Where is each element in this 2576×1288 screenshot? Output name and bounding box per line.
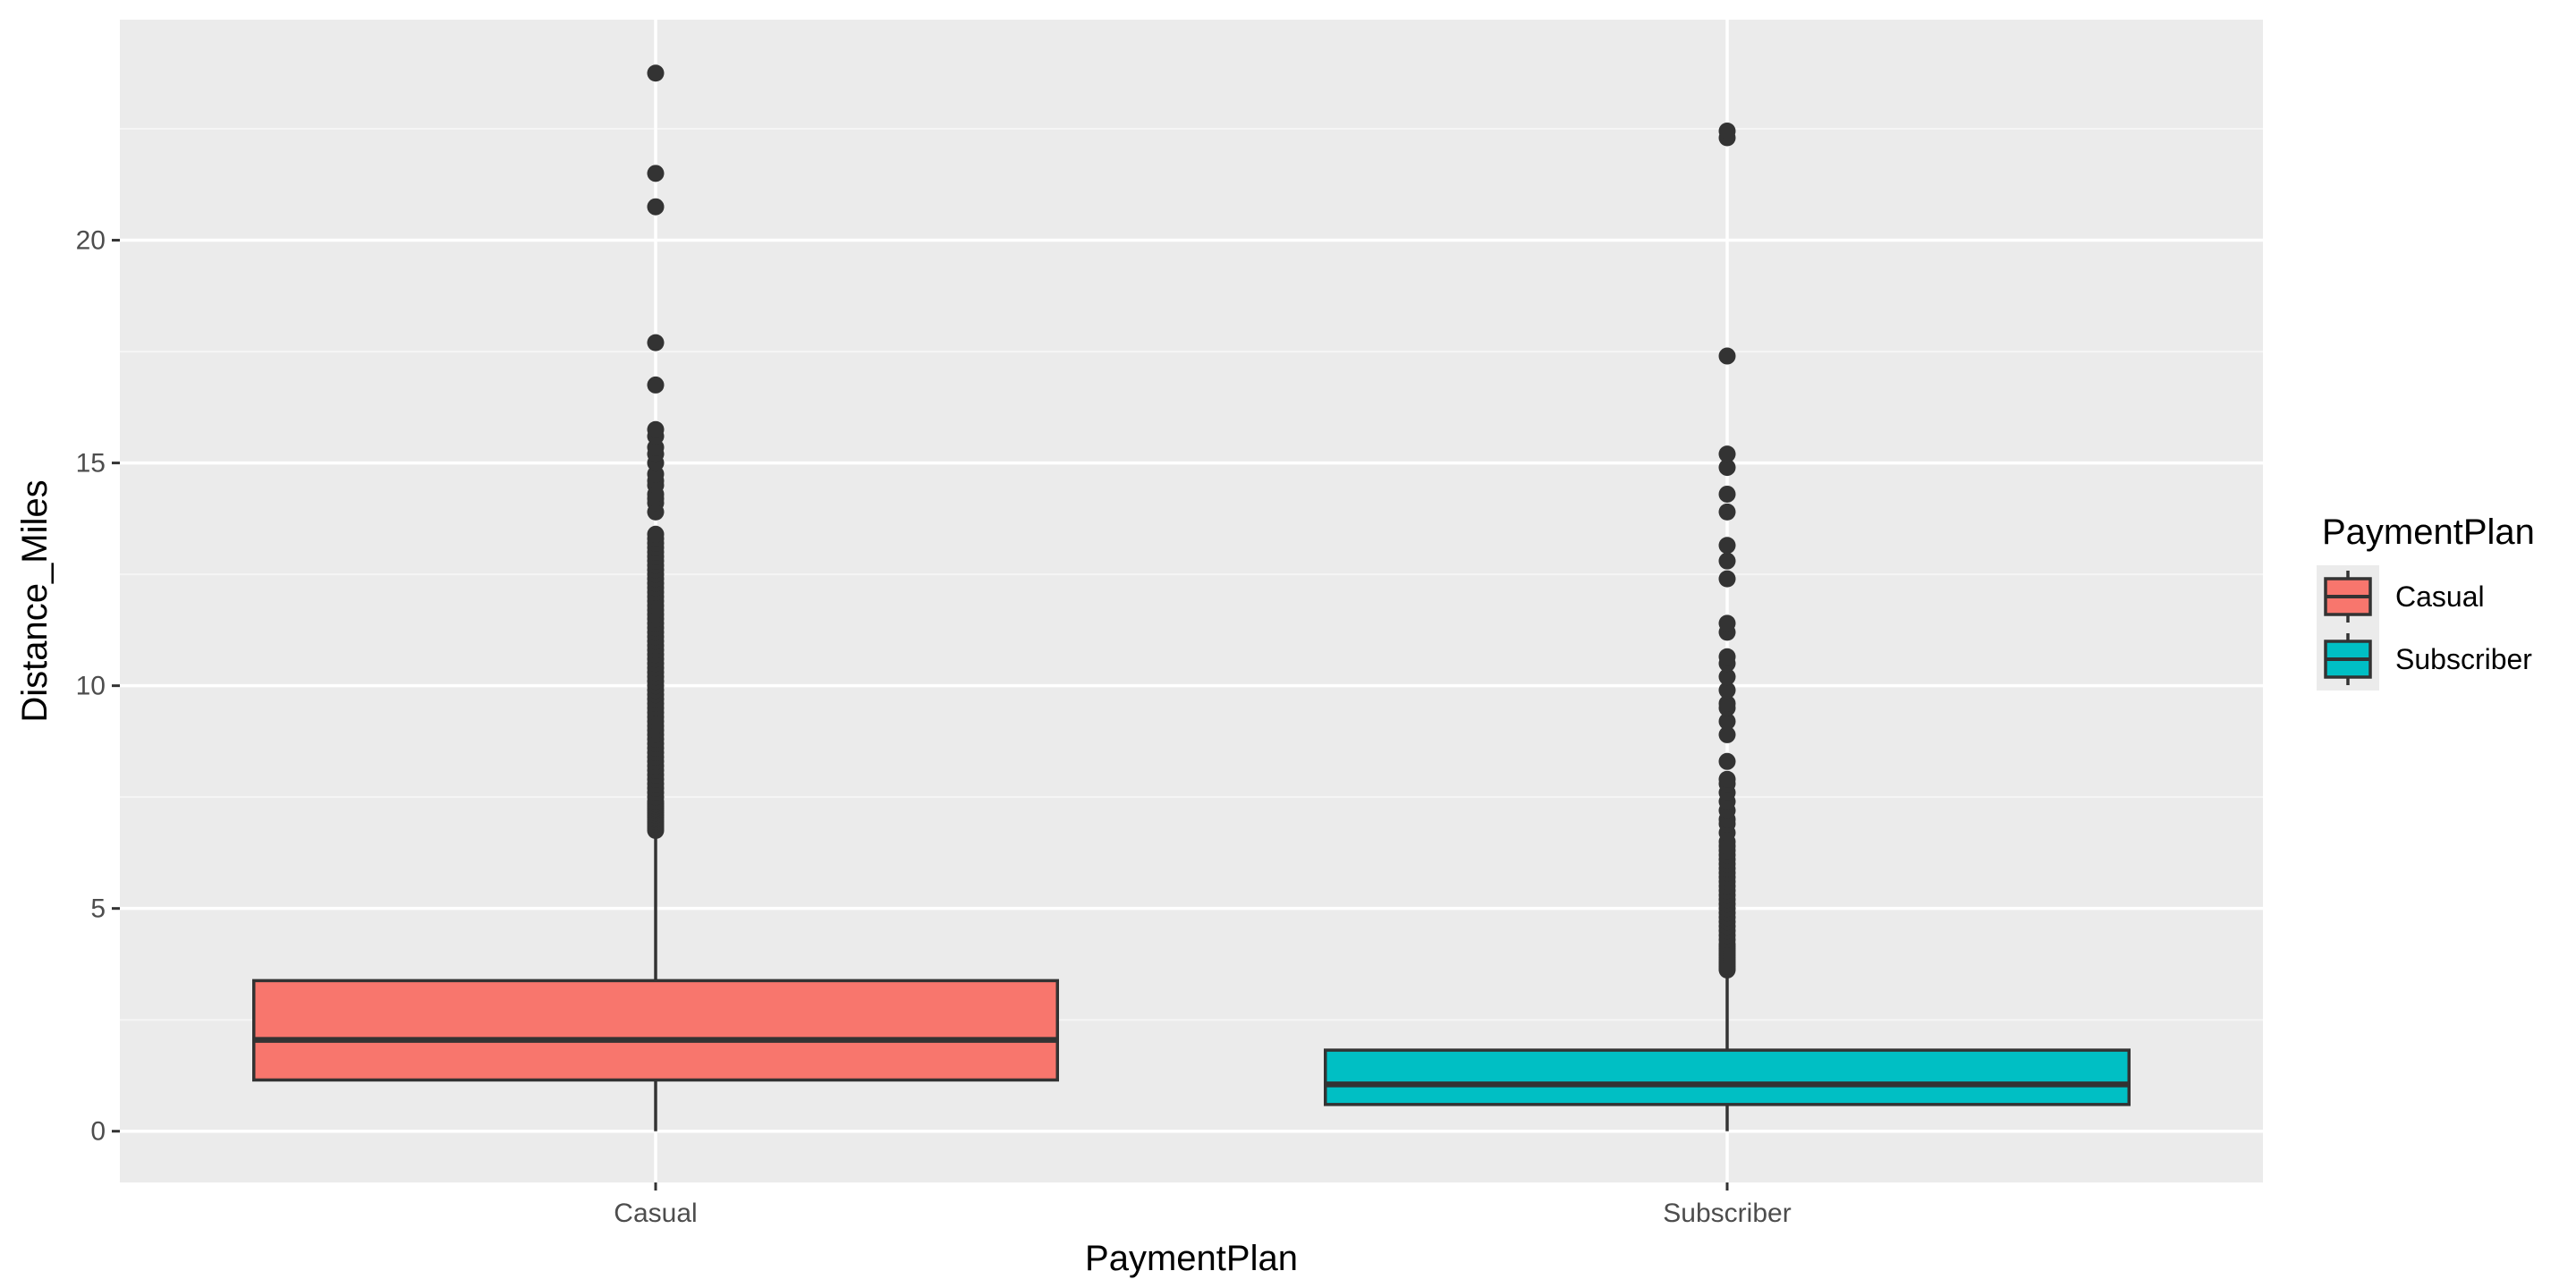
box-series-group xyxy=(252,64,2131,1131)
outlier-point xyxy=(1718,347,1736,365)
outlier-point xyxy=(1718,712,1736,730)
outlier-point xyxy=(1718,614,1736,632)
box-iqr xyxy=(1324,1048,2131,1106)
box-iqr xyxy=(252,979,1059,1082)
outlier-point xyxy=(1718,445,1736,463)
x-tick-label: Casual xyxy=(614,1199,697,1228)
outlier-point xyxy=(647,420,665,438)
legend-item-casual: Casual xyxy=(2317,565,2485,628)
outlier-point xyxy=(1718,570,1736,588)
legend-keys: Casual Subscriber xyxy=(2317,565,2532,691)
legend-label: Casual xyxy=(2395,580,2485,613)
box-subscriber xyxy=(1324,123,2131,1131)
x-axis-title: PaymentPlan xyxy=(1085,1239,1298,1278)
outlier-point xyxy=(647,525,665,543)
outlier-point xyxy=(1718,537,1736,555)
x-tick-label: Subscriber xyxy=(1663,1199,1791,1228)
legend-label: Subscriber xyxy=(2395,643,2532,675)
outlier-point xyxy=(1718,552,1736,570)
y-tick-label: 5 xyxy=(90,894,106,924)
legend-title: PaymentPlan xyxy=(2322,513,2535,552)
legend-item-subscriber: Subscriber xyxy=(2317,628,2532,691)
y-tick-label: 20 xyxy=(76,226,106,256)
outlier-point xyxy=(647,376,665,394)
outlier-point xyxy=(1718,459,1736,477)
y-tick-label: 15 xyxy=(76,449,106,479)
outlier-point xyxy=(1718,770,1736,788)
y-tick-label: 10 xyxy=(76,672,106,701)
outlier-point xyxy=(1718,485,1736,503)
y-tick-label: 0 xyxy=(90,1117,106,1147)
outlier-point xyxy=(1718,725,1736,743)
outlier-point xyxy=(1718,695,1736,713)
x-axis: Casual Subscriber xyxy=(614,1182,1792,1228)
outlier-point xyxy=(1718,668,1736,686)
outlier-point xyxy=(647,165,665,182)
outlier-point xyxy=(647,334,665,352)
box-casual xyxy=(252,64,1059,1131)
y-axis: 0 5 10 15 20 xyxy=(76,226,120,1147)
outlier-point xyxy=(1718,648,1736,665)
outlier-point xyxy=(1718,503,1736,521)
outlier-point xyxy=(1718,752,1736,770)
outlier-point xyxy=(1718,682,1736,699)
outlier-point xyxy=(1718,123,1736,140)
outlier-point xyxy=(647,198,665,216)
outlier-point xyxy=(647,64,665,82)
legend: PaymentPlan Casual Subscriber xyxy=(2317,513,2535,691)
y-axis-title: Distance_Miles xyxy=(15,479,55,722)
